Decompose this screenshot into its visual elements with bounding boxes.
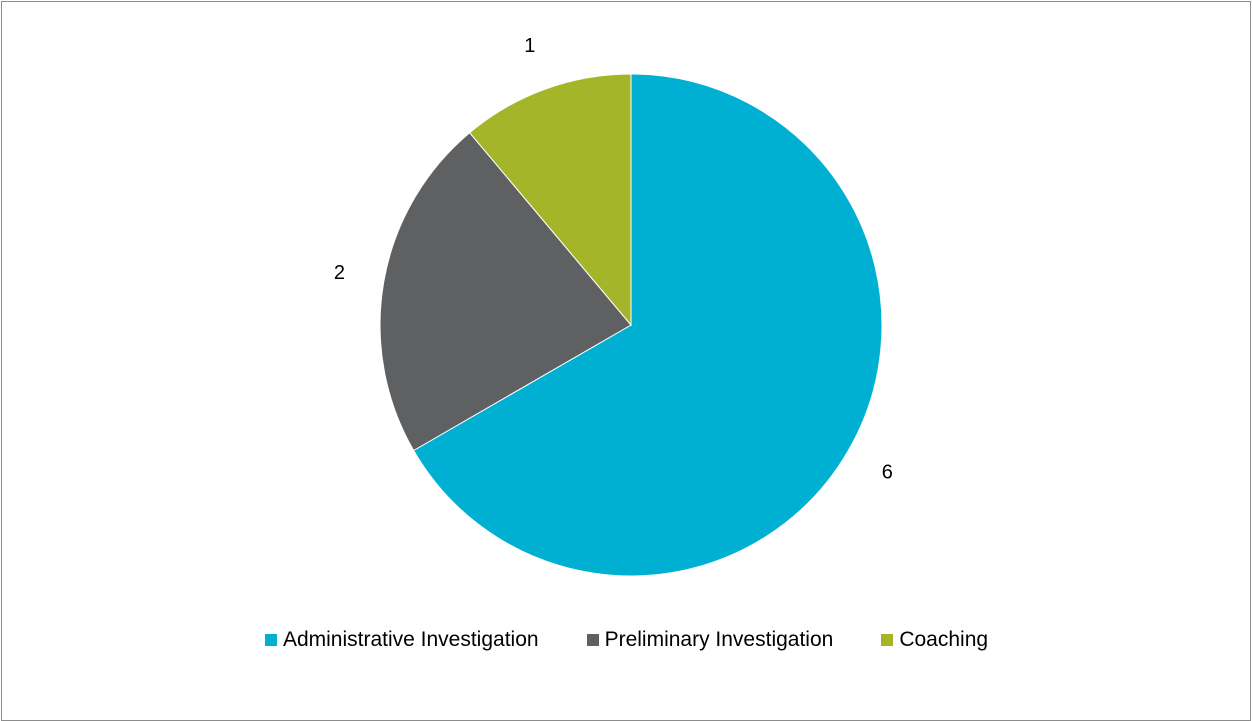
data-label: 6 — [882, 461, 893, 483]
pie-chart: 6 2 1 — [334, 35, 893, 577]
legend: Administrative Investigation Preliminary… — [0, 628, 1253, 652]
pie-slice-preliminary-investigation — [379, 132, 632, 452]
legend-swatch — [881, 634, 894, 646]
data-label: 1 — [524, 35, 535, 57]
legend-label: Administrative Investigation — [282, 628, 539, 651]
data-label: 2 — [334, 262, 345, 284]
pie-slice-coaching — [468, 73, 632, 327]
pie-data-labels: 6 2 1 — [334, 35, 893, 483]
legend-item-administrative-investigation: Administrative Investigation — [264, 628, 539, 652]
pie-slice-administrative-investigation — [412, 73, 883, 577]
legend-item-coaching: Coaching — [881, 628, 988, 652]
legend-label: Preliminary Investigation — [604, 628, 834, 651]
legend-label: Coaching — [899, 628, 989, 651]
legend-swatch — [586, 634, 599, 646]
legend-item-preliminary-investigation: Preliminary Investigation — [586, 628, 834, 652]
legend-swatch — [264, 634, 277, 646]
pie-slices — [379, 73, 883, 577]
